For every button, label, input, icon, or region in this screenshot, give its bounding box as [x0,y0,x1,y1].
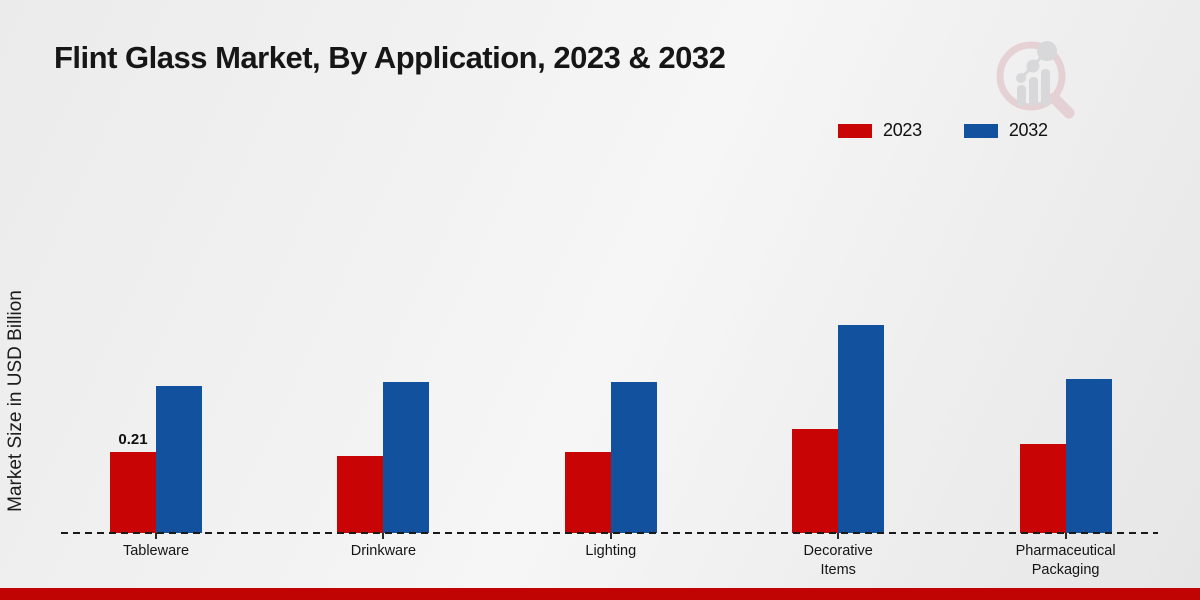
bar-2023-pharmaceutical-packaging [1019,444,1066,533]
bar-2032-decorative-items [838,325,885,533]
bar-2032-tableware [156,386,202,533]
bar-2023-lighting [564,452,611,533]
legend-label-2032: 2032 [1008,120,1048,140]
x-axis-tick-drinkware [382,533,385,539]
bar-2032-pharmaceutical-packaging [1065,379,1112,533]
magnifier-bar-chart-logo-icon [996,41,1075,119]
x-axis-tick-pharmaceutical-packaging [1064,533,1067,539]
bar-2032-drinkware [383,382,430,533]
x-tick-label-drinkware: Drinkware [350,543,417,559]
bar-2023-decorative-items [792,429,839,533]
x-tick-label-decorative-items: Decorative Items [803,543,873,578]
legend-swatch-2023 [838,123,872,138]
footer-accent-bar [0,588,1200,600]
x-tick-label-pharmaceutical-packaging: Pharmaceutical Packaging [1015,543,1116,578]
legend-item-2023: 2023 [838,120,922,141]
x-axis-tick-tableware [155,533,157,539]
legend-swatch-2032 [963,123,998,138]
bar-2023-tableware [110,452,156,533]
x-axis-tick-lighting [609,533,612,539]
x-axis-baseline [61,532,1158,534]
bar-2023-drinkware [337,456,384,533]
bar-2032-lighting [610,382,657,533]
legend-label-2023: 2023 [883,120,922,140]
x-axis-tick-decorative-items [837,533,840,539]
legend: 2023 2032 [838,120,1048,141]
legend-item-2032: 2032 [963,120,1048,141]
x-tick-label-tableware: Tableware [122,543,190,559]
bar-value-label-tableware-2023: 0.21 [118,431,148,448]
x-tick-label-lighting: Lighting [585,543,637,559]
chart-title: Flint Glass Market, By Application, 2023… [54,40,726,75]
